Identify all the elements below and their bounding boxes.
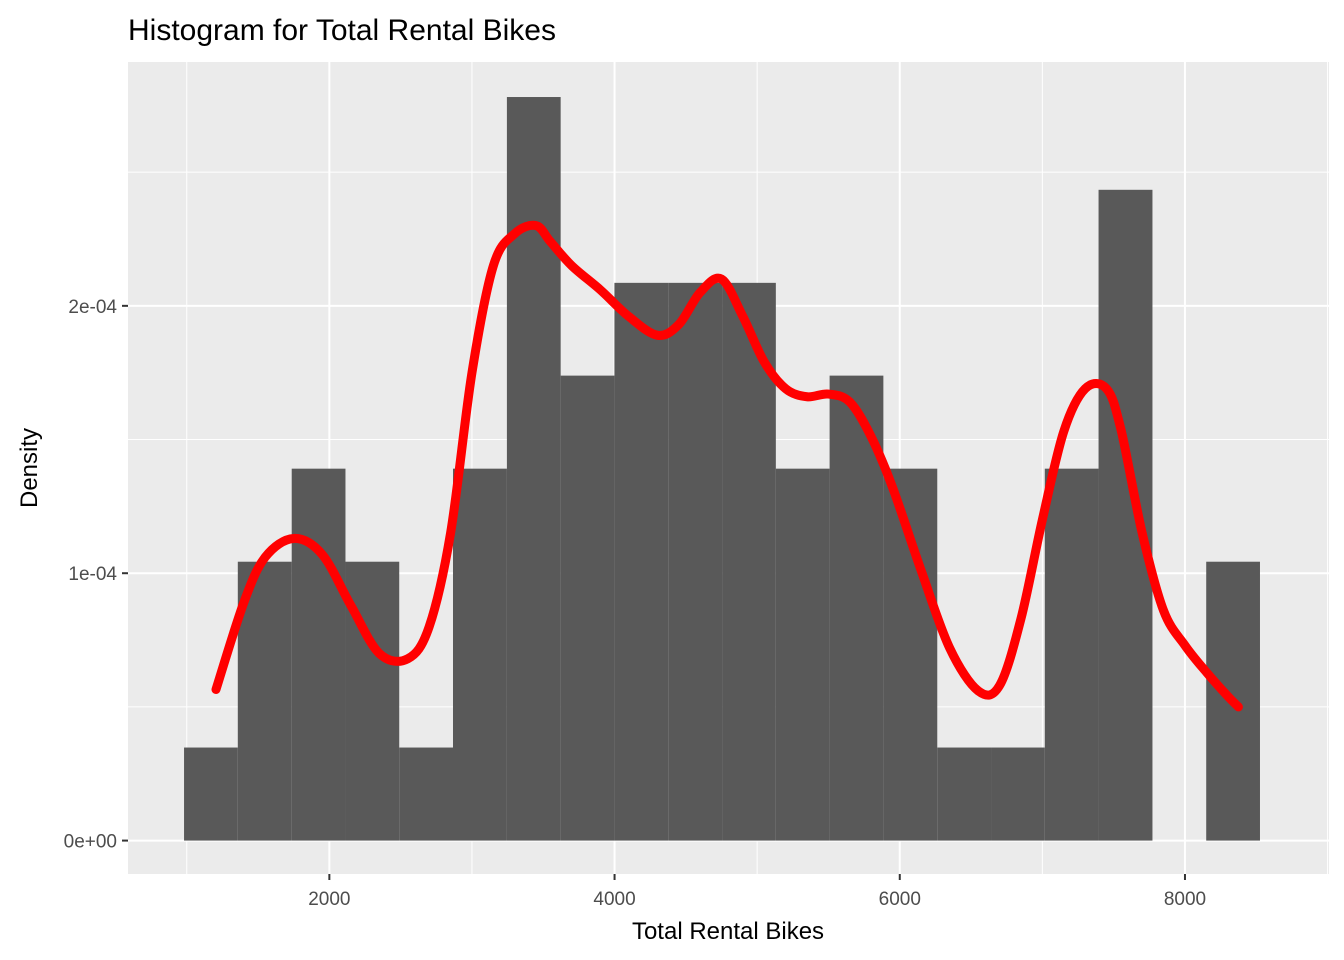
x-tick-label: 8000 (1164, 889, 1206, 910)
histogram-bar (399, 747, 453, 841)
x-axis: 2000 4000 6000 8000 (308, 874, 1206, 910)
histogram-bar (237, 561, 292, 841)
histogram-bars (184, 97, 1260, 841)
histogram-bar (452, 468, 507, 841)
histogram-bar (1044, 468, 1099, 841)
histogram-bar (291, 468, 346, 841)
histogram-bar (722, 282, 776, 841)
histogram-bar (560, 375, 615, 841)
y-tick-label: 1e-04 (68, 564, 117, 585)
histogram-bar (184, 747, 238, 841)
y-axis-title: Density (16, 428, 43, 508)
histogram-bar (991, 747, 1045, 841)
histogram-bar (506, 97, 561, 841)
y-axis: 0e+00 1e-04 2e-04 (64, 297, 128, 853)
histogram-bar (937, 747, 992, 841)
y-tick-label: 0e+00 (64, 832, 117, 853)
x-tick-label: 6000 (879, 889, 921, 910)
y-tick-label: 2e-04 (68, 297, 117, 318)
x-tick-label: 2000 (308, 889, 350, 910)
histogram-bar (1098, 189, 1153, 841)
x-axis-title: Total Rental Bikes (632, 918, 824, 945)
x-tick-label: 4000 (593, 889, 635, 910)
chart-title: Histogram for Total Rental Bikes (128, 14, 556, 47)
histogram-bar (668, 282, 723, 841)
histogram-bar (883, 468, 938, 841)
histogram-bar (775, 468, 830, 841)
histogram-bar (614, 282, 669, 841)
density-curve (211, 220, 1243, 712)
